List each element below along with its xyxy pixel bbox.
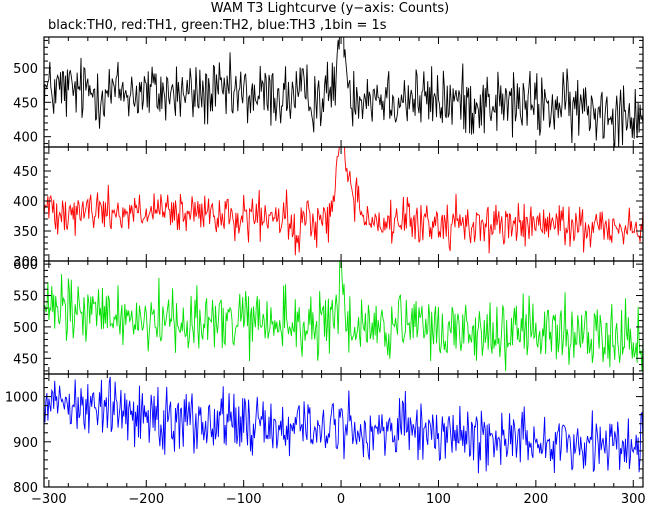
panel-th3: 800 900 1000 −300 −200 −100 0 100 200 300 <box>5 373 646 505</box>
chart-subtitle: black:TH0, red:TH1, green:TH2, blue:TH3 … <box>48 18 387 33</box>
x-tick-label: −300 <box>31 492 67 505</box>
panel-th1: 300 350 400 450 <box>13 146 644 270</box>
panel-th2: 450 500 550 600 <box>13 258 644 375</box>
x-tick-label: 100 <box>426 492 451 505</box>
y-tick-label: 550 <box>13 290 38 305</box>
x-tick-label: 200 <box>523 492 548 505</box>
y-tick-label: 350 <box>13 225 38 240</box>
x-tick-label: −100 <box>226 492 262 505</box>
y-tick-label: 450 <box>13 165 38 180</box>
x-tick-label: −200 <box>128 492 164 505</box>
series-line-th3 <box>44 376 643 474</box>
y-tick-label: 400 <box>13 195 38 210</box>
y-tick-label: 450 <box>13 96 38 111</box>
y-tick-label: 500 <box>13 321 38 336</box>
y-tick-label: 900 <box>13 436 38 451</box>
panel-frame <box>43 146 644 262</box>
y-tick-label: 600 <box>13 258 38 273</box>
series-line-th1 <box>44 147 643 256</box>
panel-frame <box>43 373 644 488</box>
y-tick-label: 1000 <box>5 391 38 406</box>
y-tick-label: 450 <box>13 352 38 367</box>
series-line-th2 <box>44 261 643 372</box>
y-tick-label: 400 <box>13 131 38 146</box>
y-tick-label: 500 <box>13 62 38 77</box>
panel-th0: 400 450 500 <box>13 36 644 148</box>
y-tick-label: 300 <box>13 255 38 270</box>
y-tick-label: 800 <box>13 481 38 496</box>
series-line-th0 <box>44 37 643 147</box>
x-tick-label: 300 <box>621 492 646 505</box>
chart-title: WAM T3 Lightcurve (y−axis: Counts) <box>211 1 449 16</box>
panels-group: 400 450 500 300 350 400 450 450 500 550 600 800 900 1… <box>5 36 646 505</box>
x-tick-label: 0 <box>337 492 345 505</box>
